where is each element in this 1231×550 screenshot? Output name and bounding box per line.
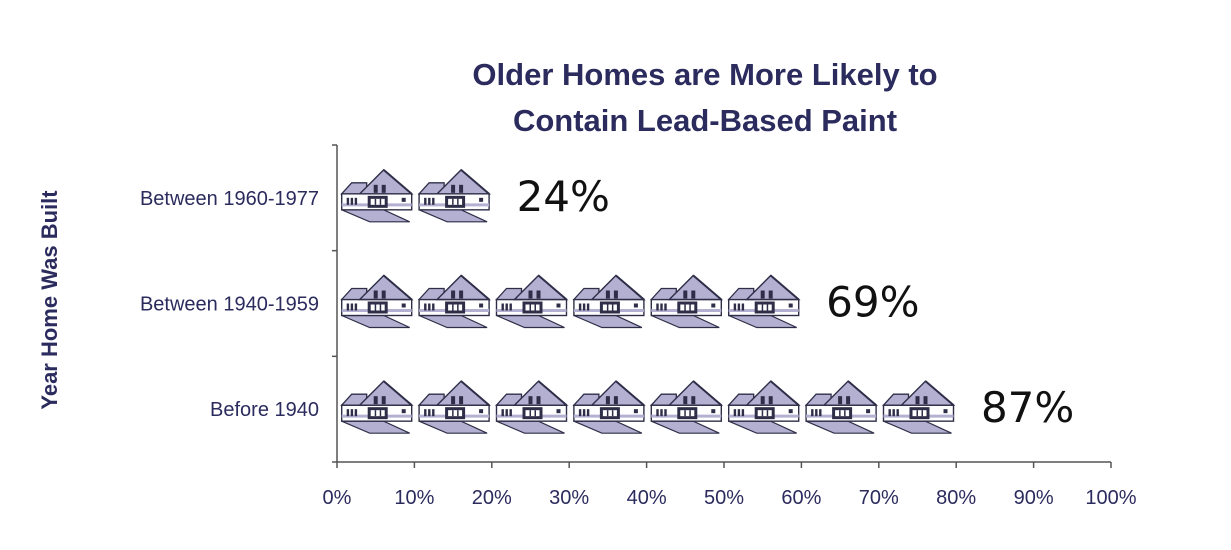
house-icon [417, 379, 491, 435]
x-tick-label: 40% [627, 487, 667, 509]
value-label: 24% [517, 172, 610, 221]
category-label: Between 1960-1977 [140, 188, 319, 210]
chart-title: Older Homes are More Likely to Contain L… [300, 52, 1110, 144]
chart-title-line-2: Contain Lead-Based Paint [512, 103, 898, 138]
house-icon [649, 274, 723, 329]
x-tick-label: 80% [936, 487, 976, 509]
plot-area: 0% 10% 20% 30% 40% 50% 60% 70% 80% 90% 100% Between… [140, 144, 1137, 509]
house-icon [495, 274, 568, 329]
x-tick-label: 60% [781, 487, 821, 509]
value-label: 87% [981, 383, 1074, 432]
house-icon [417, 168, 491, 224]
x-tick-label: 10% [394, 487, 434, 509]
x-tick-label: 0% [323, 487, 352, 509]
house-icon [572, 379, 646, 435]
x-tick-label: 30% [549, 487, 589, 509]
pictograph-bar [340, 274, 801, 329]
chart-title-line-1: Older Homes are More Likely to [472, 57, 938, 92]
house-icon [340, 274, 414, 329]
house-icon [882, 379, 955, 435]
pictograph-bar [340, 168, 491, 224]
house-icon [804, 379, 878, 435]
house-icon [417, 274, 491, 329]
house-icon [727, 379, 801, 435]
house-icon [649, 379, 723, 435]
x-tick-label: 50% [704, 487, 744, 509]
house-icon [727, 274, 801, 329]
x-tick-label: 70% [859, 487, 899, 509]
x-tick-label: 100% [1085, 487, 1136, 509]
x-tick-label: 90% [1014, 487, 1054, 509]
house-icon [572, 274, 646, 329]
house-icon [340, 168, 414, 224]
house-icon [495, 379, 568, 435]
category-label: Between 1940-1959 [140, 294, 319, 316]
pictograph-bar [340, 379, 955, 435]
house-icon [340, 379, 414, 435]
x-tick-label: 20% [472, 487, 512, 509]
category-label: Before 1940 [210, 399, 319, 421]
value-label: 69% [826, 278, 919, 327]
